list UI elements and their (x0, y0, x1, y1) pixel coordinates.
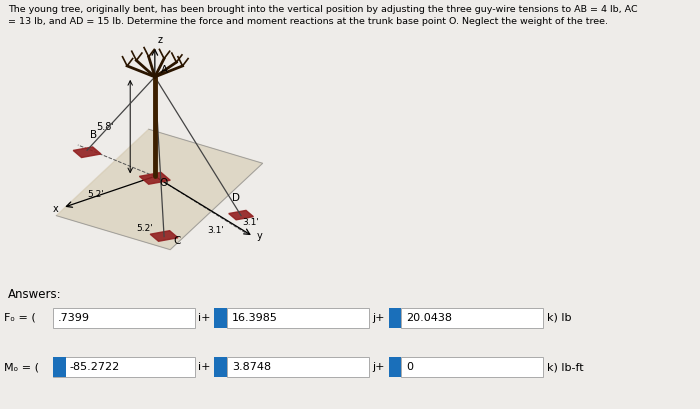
Text: -85.2722: -85.2722 (70, 362, 120, 372)
Text: k) lb: k) lb (547, 313, 571, 323)
Text: y: y (256, 231, 262, 241)
FancyBboxPatch shape (53, 308, 195, 328)
Text: j+: j+ (372, 313, 384, 323)
Text: 16.3985: 16.3985 (232, 313, 278, 323)
Text: Mₒ = (: Mₒ = ( (4, 362, 39, 372)
Text: O: O (160, 178, 168, 187)
FancyBboxPatch shape (53, 357, 66, 377)
Text: i+: i+ (197, 362, 210, 372)
Text: 0: 0 (407, 362, 414, 372)
Polygon shape (74, 147, 101, 157)
Text: D: D (232, 193, 240, 203)
Text: The young tree, originally bent, has been brought into the vertical position by : The young tree, originally bent, has bee… (8, 5, 638, 14)
FancyBboxPatch shape (228, 357, 369, 377)
Text: .7399: .7399 (58, 313, 90, 323)
Text: 3.8748: 3.8748 (232, 362, 272, 372)
Text: 20.0438: 20.0438 (407, 313, 452, 323)
Text: i+: i+ (197, 313, 210, 323)
Text: k) lb-ft: k) lb-ft (547, 362, 584, 372)
Text: 3.1': 3.1' (243, 218, 260, 227)
Text: 5.2': 5.2' (87, 190, 104, 199)
FancyBboxPatch shape (389, 308, 402, 328)
Text: B: B (90, 130, 97, 140)
Polygon shape (56, 129, 262, 249)
FancyBboxPatch shape (389, 357, 402, 377)
Text: 5.8': 5.8' (97, 121, 115, 132)
Text: Answers:: Answers: (8, 288, 62, 301)
Text: z: z (158, 35, 163, 45)
FancyBboxPatch shape (53, 357, 195, 377)
Polygon shape (150, 231, 178, 241)
Text: j+: j+ (372, 362, 384, 372)
Text: Fₒ = (: Fₒ = ( (4, 313, 36, 323)
Text: 5.2': 5.2' (136, 224, 153, 233)
Text: 3.1': 3.1' (207, 226, 224, 235)
Text: x: x (53, 204, 59, 213)
Text: = 13 lb, and AD = 15 lb. Determine the force and moment reactions at the trunk b: = 13 lb, and AD = 15 lb. Determine the f… (8, 17, 608, 26)
Polygon shape (139, 173, 170, 184)
Text: A: A (161, 65, 168, 75)
FancyBboxPatch shape (214, 357, 228, 377)
FancyBboxPatch shape (402, 308, 543, 328)
FancyBboxPatch shape (402, 357, 543, 377)
Text: C: C (174, 236, 181, 246)
FancyBboxPatch shape (214, 308, 228, 328)
FancyBboxPatch shape (228, 308, 369, 328)
Polygon shape (229, 210, 253, 220)
